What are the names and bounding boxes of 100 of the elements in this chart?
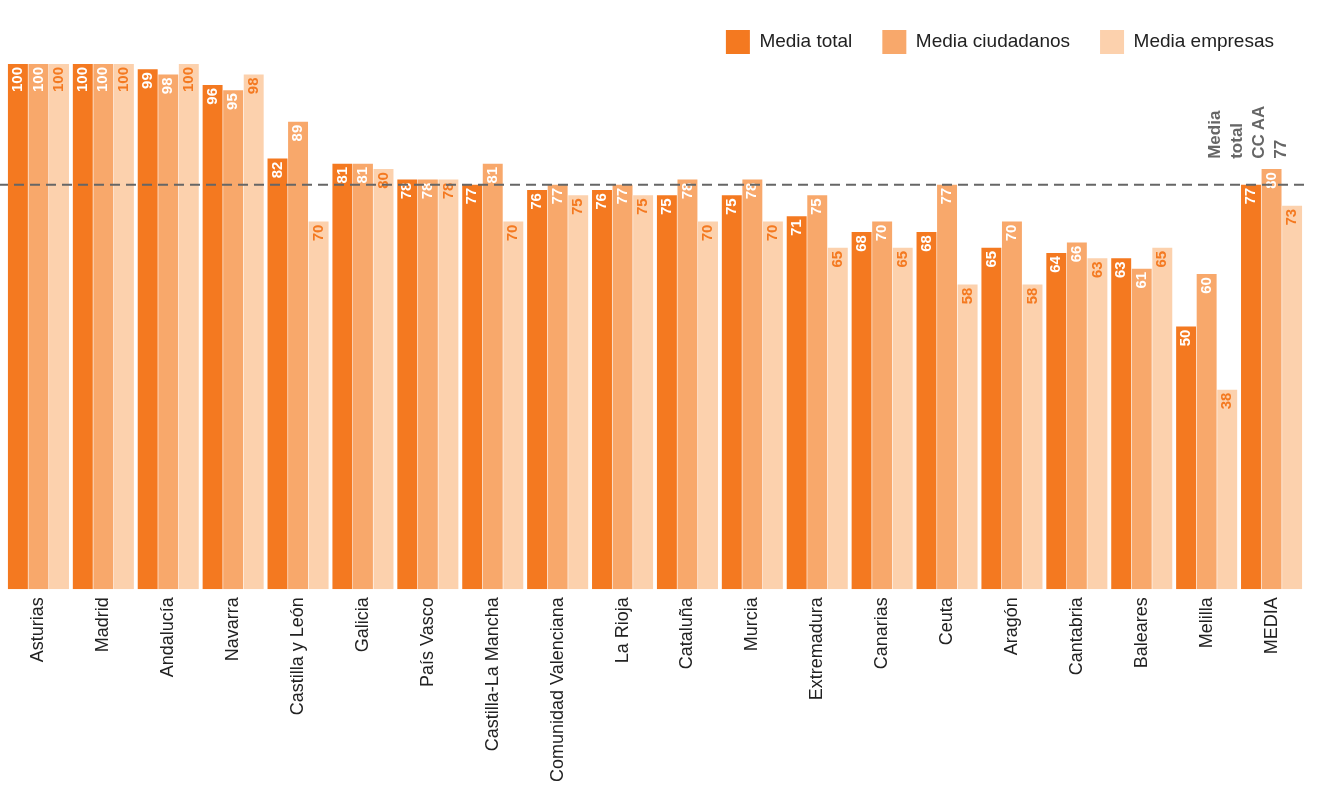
data-label: 64 [1046, 255, 1064, 273]
data-label: 70 [763, 224, 781, 242]
data-label: 70 [1002, 224, 1020, 242]
bar [1217, 389, 1238, 590]
bar [482, 163, 503, 590]
data-label: 60 [1196, 277, 1214, 294]
data-label: 58 [1022, 287, 1040, 305]
bar [223, 90, 244, 590]
bar [417, 179, 438, 590]
bar [892, 247, 913, 590]
data-label: 77 [1241, 187, 1259, 205]
data-label: 50 [1176, 329, 1194, 347]
bar [786, 216, 807, 590]
bar [72, 64, 93, 590]
data-label: 100 [49, 67, 67, 93]
bar [7, 64, 28, 590]
bar [202, 85, 223, 590]
bar [113, 64, 134, 590]
x-tick-label: Andalucía [157, 596, 178, 678]
bar [1022, 284, 1043, 590]
bar [872, 221, 893, 590]
bar [93, 64, 114, 590]
bar [1282, 205, 1303, 590]
bar [527, 190, 548, 590]
x-tick-label: País Vasco [416, 597, 437, 687]
bar [352, 163, 373, 590]
x-tick-label: Asturias [27, 597, 48, 663]
bar [656, 195, 677, 590]
data-label: 70 [872, 224, 890, 242]
bar [1261, 169, 1282, 590]
bar [1087, 258, 1108, 590]
bar [547, 184, 568, 590]
x-tick-label: MEDIA [1260, 597, 1281, 655]
data-label: 76 [592, 193, 610, 210]
data-label: 100 [114, 67, 132, 93]
bar [592, 190, 612, 590]
x-tick-label: Baleares [1130, 597, 1151, 669]
x-tick-label: Castilla y León [287, 597, 308, 716]
data-label: 100 [8, 67, 26, 93]
data-label: 65 [827, 250, 845, 268]
bar [137, 69, 158, 590]
bar [851, 232, 872, 590]
bar [49, 64, 69, 590]
data-label: 61 [1131, 271, 1149, 289]
bar [568, 195, 589, 590]
x-tick-label: Melilla [1195, 596, 1216, 649]
x-tick-label: La Rioja [611, 596, 632, 664]
bar [1131, 268, 1152, 590]
data-label: 100 [28, 67, 46, 93]
x-tick-label: Extremadura [806, 596, 827, 701]
bar [243, 74, 264, 590]
bar [158, 74, 179, 590]
bar [462, 184, 483, 590]
bar [1046, 253, 1067, 590]
bar [957, 284, 978, 590]
bar [503, 221, 524, 590]
bar [612, 184, 633, 590]
data-label: 100 [72, 67, 90, 93]
bar [1196, 274, 1217, 590]
data-label: 68 [916, 235, 934, 252]
bar [373, 169, 394, 590]
bar [937, 184, 958, 590]
data-label: 78 [417, 182, 435, 200]
data-label: 77 [547, 187, 565, 205]
bar [981, 247, 1002, 590]
bar [1001, 221, 1022, 590]
legend-label: Media total [759, 30, 853, 52]
data-label: 77 [612, 187, 630, 205]
data-label: 96 [202, 88, 220, 105]
data-label: 81 [332, 166, 350, 184]
data-label: 38 [1217, 392, 1235, 410]
bar [397, 179, 418, 590]
bar [438, 179, 459, 590]
legend-label: Media empresas [1133, 30, 1274, 52]
data-label: 63 [1111, 261, 1129, 279]
x-tick-label: Murcia [741, 596, 762, 652]
bar [28, 64, 49, 590]
data-label: 77 [462, 187, 480, 205]
bar [742, 179, 763, 590]
x-tick-label: Galicia [351, 596, 372, 653]
data-label: 81 [482, 166, 500, 184]
bar [1241, 184, 1261, 590]
data-label: 75 [807, 198, 825, 215]
bar [807, 195, 828, 590]
data-label: 82 [267, 161, 285, 179]
data-label: 68 [851, 235, 869, 252]
bar [332, 163, 353, 590]
data-label: 75 [568, 198, 586, 215]
x-tick-label: Madrid [92, 597, 113, 653]
data-label: 89 [288, 124, 306, 142]
bar [916, 232, 937, 590]
data-label: 65 [892, 250, 910, 268]
data-label: 66 [1066, 245, 1084, 263]
x-tick-label: Cantabria [1065, 596, 1086, 676]
data-label: 98 [243, 77, 261, 95]
data-label: 65 [981, 250, 999, 268]
bar [827, 247, 848, 590]
bar [698, 221, 718, 590]
data-label: 58 [957, 287, 975, 305]
bar [762, 221, 783, 590]
